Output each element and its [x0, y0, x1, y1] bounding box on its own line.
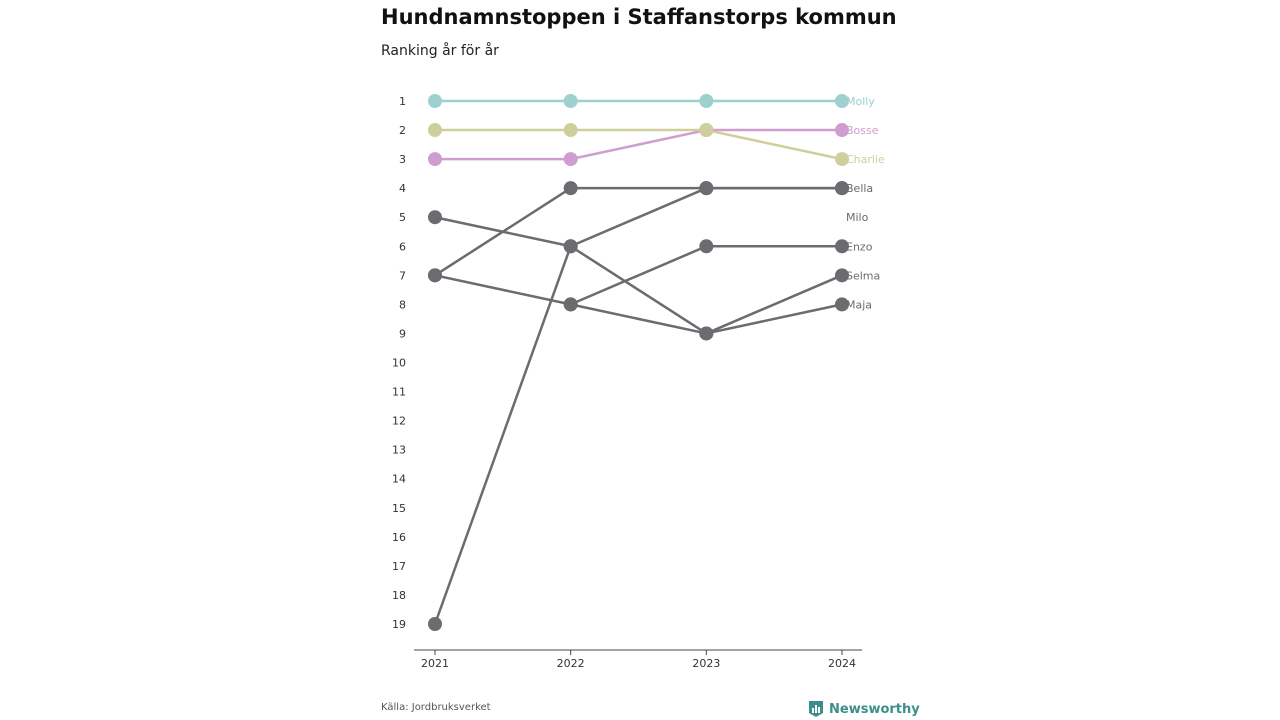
- data-point-maja: [835, 181, 849, 196]
- end-label-molly: Molly: [846, 95, 875, 108]
- y-tick-label: 3: [399, 153, 406, 166]
- y-tick-label: 9: [399, 327, 406, 340]
- y-tick-label: 17: [392, 560, 406, 573]
- x-tick-label: 2022: [557, 657, 585, 670]
- end-label-selma: Selma: [846, 269, 880, 282]
- data-point-bella: [563, 181, 578, 196]
- chart-subtitle: Ranking år för år: [381, 43, 499, 59]
- y-tick-label: 2: [399, 124, 406, 137]
- series-line-bosse: [433, 128, 844, 161]
- data-point-charlie: [835, 152, 849, 167]
- data-point-molly: [428, 94, 442, 108]
- y-tick-label: 18: [392, 589, 406, 602]
- x-tick-label: 2021: [421, 657, 449, 670]
- data-point-selma: [699, 326, 714, 341]
- series-line-enzo: [433, 215, 844, 335]
- y-tick-label: 19: [392, 618, 406, 631]
- series-line-unnamed: [569, 245, 844, 306]
- series-lines: [433, 99, 844, 626]
- data-point-molly: [563, 94, 578, 108]
- y-tick-label: 6: [399, 240, 406, 253]
- y-tick-label: 15: [392, 502, 406, 515]
- data-point-maja: [699, 181, 714, 196]
- data-point-bosse: [428, 152, 442, 167]
- data-point-enzo: [835, 268, 849, 283]
- data-point-charlie: [563, 123, 578, 138]
- end-label-maja: Maja: [846, 298, 872, 311]
- data-point-charlie: [699, 123, 714, 138]
- data-point-molly: [699, 94, 714, 108]
- data-point-unnamed: [699, 239, 714, 254]
- chart-title: Hundnamnstoppen i Staffanstorps kommun: [381, 5, 897, 29]
- series-line-bella: [433, 186, 844, 277]
- y-tick-label: 1: [399, 95, 406, 108]
- x-tick-label: 2024: [828, 657, 856, 670]
- series-points: [428, 94, 849, 631]
- y-tick-label: 12: [392, 415, 406, 428]
- data-point-maja: [428, 617, 442, 631]
- series-line-maja: [433, 186, 844, 626]
- end-label-charlie: Charlie: [846, 153, 885, 166]
- end-label-milo: Milo: [846, 211, 869, 224]
- data-point-selma: [428, 268, 442, 283]
- data-point-unnamed: [563, 297, 578, 312]
- data-point-unnamed: [835, 239, 849, 254]
- source-note: Källa: Jordbruksverket: [381, 702, 491, 713]
- data-point-molly: [835, 94, 849, 108]
- y-tick-label: 14: [392, 473, 406, 486]
- end-label-bosse: Bosse: [846, 124, 879, 137]
- data-point-bosse: [563, 152, 578, 167]
- y-tick-label: 11: [392, 386, 406, 399]
- series-line-selma: [433, 274, 844, 335]
- series-line-charlie: [433, 128, 844, 161]
- y-tick-label: 4: [399, 182, 406, 195]
- y-tick-label: 10: [392, 357, 406, 370]
- data-point-enzo: [428, 210, 442, 225]
- y-tick-label: 16: [392, 531, 406, 544]
- y-tick-label: 7: [399, 269, 406, 282]
- end-label-enzo: Enzo: [846, 240, 873, 253]
- end-labels: Molly Bosse Charlie Bella Milo Enzo Selma Maja: [846, 95, 885, 311]
- data-point-selma: [835, 297, 849, 312]
- y-tick-label: 5: [399, 211, 406, 224]
- data-point-maja: [563, 239, 578, 254]
- y-tick-label: 8: [399, 298, 406, 311]
- x-axis: 2021 2022 2023 2024: [414, 649, 862, 670]
- x-tick-label: 2023: [692, 657, 720, 670]
- end-label-bella: Bella: [846, 182, 873, 195]
- data-point-bosse: [835, 123, 849, 138]
- brand-logo[interactable]: Newsworthy: [808, 700, 920, 718]
- data-point-charlie: [428, 123, 442, 138]
- y-tick-label: 13: [392, 444, 406, 457]
- brand-name: Newsworthy: [829, 701, 920, 717]
- bar-chart-logo-icon: [809, 701, 823, 717]
